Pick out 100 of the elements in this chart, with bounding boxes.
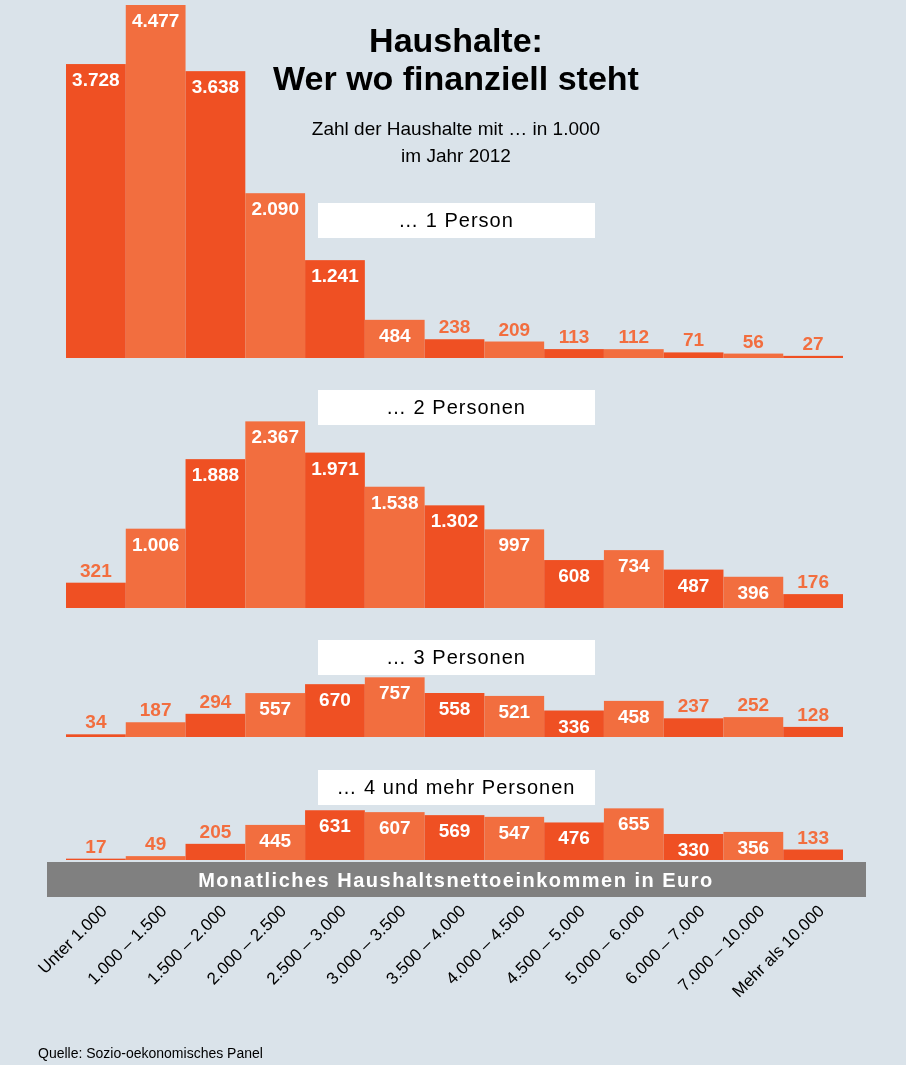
data-label: 34 — [85, 711, 107, 733]
source-note: Quelle: Sozio-oekonomisches Panel — [38, 1045, 263, 1061]
data-label: 547 — [498, 821, 531, 843]
data-label: 4.477 — [131, 10, 180, 31]
data-label: 176 — [797, 571, 829, 593]
bar — [783, 594, 843, 608]
text: … 3 Personen — [386, 646, 526, 668]
data-label: 356 — [737, 836, 770, 858]
bar — [305, 810, 365, 860]
bar — [305, 684, 365, 737]
data-label: 487 — [677, 574, 710, 596]
data-label: 1.302 — [430, 510, 479, 532]
data-label: 128 — [797, 703, 829, 725]
bar — [783, 726, 843, 737]
text: … 2 Personen — [386, 396, 526, 418]
bar — [603, 808, 664, 860]
data-label: 56 — [742, 330, 764, 352]
bar — [484, 816, 545, 860]
data-label: 330 — [677, 838, 710, 860]
data-label: 757 — [378, 682, 411, 704]
data-label: 631 — [319, 815, 352, 837]
annotation: … 1 Person — [398, 209, 514, 231]
bar — [544, 822, 604, 860]
data-label: 1.971 — [311, 457, 360, 479]
data-label: 997 — [498, 534, 531, 556]
data-label: 3.638 — [191, 76, 240, 98]
bar — [125, 5, 186, 358]
data-label: 133 — [797, 826, 829, 848]
bar — [484, 341, 545, 358]
text: … 4 und mehr Personen — [336, 776, 576, 798]
bar — [245, 193, 306, 358]
data-label: 670 — [319, 689, 351, 711]
data-label: 458 — [617, 705, 650, 727]
bar — [66, 582, 126, 608]
bar — [544, 349, 604, 358]
bar — [364, 677, 425, 737]
bar — [603, 550, 664, 608]
data-label: 1.888 — [191, 464, 240, 486]
bar — [723, 353, 784, 358]
data-label: 445 — [259, 829, 292, 851]
bar — [66, 64, 126, 358]
bar — [603, 349, 664, 358]
data-label: 1.006 — [131, 533, 180, 555]
bar — [424, 339, 485, 358]
data-label: 558 — [438, 698, 471, 719]
bar — [245, 421, 306, 608]
data-label: 521 — [498, 700, 531, 722]
data-label: 49 — [145, 833, 167, 855]
data-label: 187 — [139, 699, 172, 721]
bar — [364, 486, 425, 608]
bar — [783, 355, 843, 358]
data-label: 2.367 — [251, 426, 299, 448]
x-axis-title: Monatliches Haushaltsnettoeinkommen in Euro — [198, 869, 714, 891]
bar — [484, 529, 545, 608]
data-label: 608 — [558, 565, 590, 587]
bar — [185, 713, 246, 737]
bar — [364, 812, 425, 860]
bar — [783, 849, 843, 860]
data-label: 294 — [199, 690, 232, 712]
data-label: 569 — [438, 820, 471, 842]
bar — [125, 856, 186, 860]
data-label: 252 — [737, 694, 770, 716]
bar — [185, 459, 246, 608]
data-label: 1.241 — [311, 265, 360, 287]
bar — [125, 722, 186, 737]
data-label: 205 — [199, 820, 232, 842]
bar — [723, 717, 784, 737]
bar — [484, 695, 545, 737]
data-label: 27 — [802, 332, 824, 354]
data-label: 476 — [558, 827, 590, 849]
data-label: 557 — [259, 698, 292, 720]
data-label: 396 — [737, 581, 770, 603]
data-label: 3.728 — [72, 69, 120, 91]
data-label: 336 — [558, 715, 590, 737]
bar — [185, 71, 246, 358]
data-label: 71 — [683, 329, 705, 351]
data-label: 2.090 — [251, 198, 299, 220]
data-label: 17 — [85, 835, 107, 857]
data-label: 237 — [677, 695, 710, 717]
bar — [66, 734, 126, 737]
bar — [185, 843, 246, 860]
data-label: 209 — [498, 318, 531, 340]
data-label: 655 — [617, 813, 651, 835]
bar — [305, 260, 365, 358]
text: Zahl der Haushalte mit … in 1.000 im Jahr 2012 — [311, 118, 601, 166]
data-label: 1.538 — [370, 491, 419, 513]
bar — [305, 452, 365, 608]
data-label: 112 — [618, 326, 650, 348]
bar — [663, 718, 724, 737]
text: Haushalte: Wer wo finanziell steht — [273, 21, 639, 97]
data-label: 113 — [558, 326, 590, 348]
bar — [125, 528, 186, 608]
bar — [245, 693, 306, 737]
data-label: 734 — [617, 555, 651, 577]
data-label: 321 — [80, 559, 113, 581]
data-label: 238 — [438, 316, 471, 338]
data-label: 607 — [378, 817, 411, 839]
bar — [424, 505, 485, 608]
bar — [544, 560, 604, 608]
data-label: 484 — [378, 324, 412, 346]
